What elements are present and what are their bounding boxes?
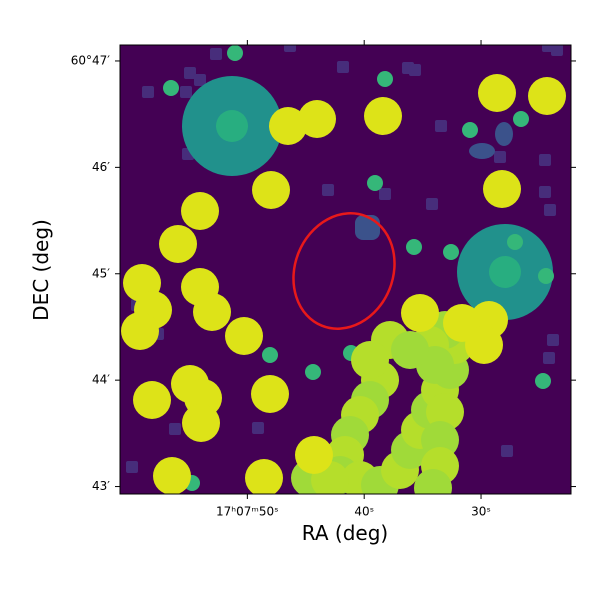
mask-square [547, 334, 559, 346]
mask-circle [225, 317, 263, 355]
mask-square [494, 151, 506, 163]
x-tick-label: 17ʰ07ᵐ50ˢ [216, 505, 279, 519]
mask-square [180, 86, 192, 98]
image [121, 45, 566, 494]
mask-square [435, 120, 447, 132]
mask-circle-small [535, 373, 551, 389]
mask-circle-small [507, 234, 523, 250]
y-tick-label: 43′ [92, 479, 110, 493]
mask-blob [495, 122, 513, 146]
mask-circle-small [377, 71, 393, 87]
mask-circle [153, 457, 191, 494]
mask-circle [193, 293, 231, 331]
mask-circle [414, 469, 452, 494]
mask-core [489, 256, 521, 288]
region-ellipse [292, 212, 396, 330]
mask-circle-small [227, 45, 243, 61]
mask-circle [391, 331, 429, 369]
mask-square [379, 188, 391, 200]
mask-square [543, 352, 555, 364]
y-tick-label: 44′ [92, 373, 110, 387]
mask-circle [245, 459, 283, 494]
mask-circle [421, 421, 459, 459]
mask-square [210, 48, 222, 60]
mask-circle [295, 436, 333, 474]
mask-square [539, 186, 551, 198]
mask-square [284, 45, 296, 52]
mask-circle-small [367, 175, 383, 191]
mask-circle-small [462, 122, 478, 138]
mask-circle [465, 326, 503, 364]
mask-circle-small [538, 268, 554, 284]
mask-circle [269, 107, 307, 145]
mask-circle [364, 97, 402, 135]
plot-frame [119, 44, 572, 495]
mask-circle [251, 375, 289, 413]
mask-square [169, 423, 181, 435]
mask-square [426, 198, 438, 210]
mask-core [216, 110, 248, 142]
mask-square [551, 45, 563, 56]
mask-square [322, 184, 334, 196]
mask-square [337, 61, 349, 73]
mask-blob [469, 143, 495, 159]
mask-blob [355, 215, 380, 240]
y-tick-label: 60°47′ [71, 53, 111, 67]
mask-square [539, 154, 551, 166]
mask-circle [528, 77, 566, 115]
mask-square [501, 445, 513, 457]
mask-square [142, 86, 154, 98]
mask-square [184, 67, 196, 79]
mask-circle [483, 170, 521, 208]
mask-circle-small [513, 111, 529, 127]
mask-circle-small [305, 364, 321, 380]
mask-circle [181, 192, 219, 230]
y-axis-label: DEC (deg) [29, 219, 53, 321]
mask-square [409, 64, 421, 76]
mask-circle [478, 74, 516, 112]
mask-circle-small [262, 347, 278, 363]
x-axis-label: RA (deg) [302, 521, 388, 545]
x-tick-label: 30ˢ [471, 505, 491, 519]
mask-circle-small [163, 80, 179, 96]
mask-circle [159, 225, 197, 263]
y-tick-label: 45′ [92, 266, 110, 280]
mask-circle [298, 100, 336, 138]
mask-square [544, 204, 556, 216]
mask-circle [182, 404, 220, 442]
mask-circle [133, 381, 171, 419]
mask-circle-small [443, 244, 459, 260]
mask-square [126, 461, 138, 473]
mask-circle-small [406, 239, 422, 255]
mask-square [194, 74, 206, 86]
y-tick-label: 46′ [92, 160, 110, 174]
mask-circle [401, 294, 439, 332]
mask-circle [426, 393, 464, 431]
mask-circle [252, 171, 290, 209]
mask-circle [121, 312, 159, 350]
mask-square [252, 422, 264, 434]
mask-circle [351, 341, 389, 379]
x-tick-label: 40ˢ [354, 505, 374, 519]
mask-square [542, 45, 554, 52]
